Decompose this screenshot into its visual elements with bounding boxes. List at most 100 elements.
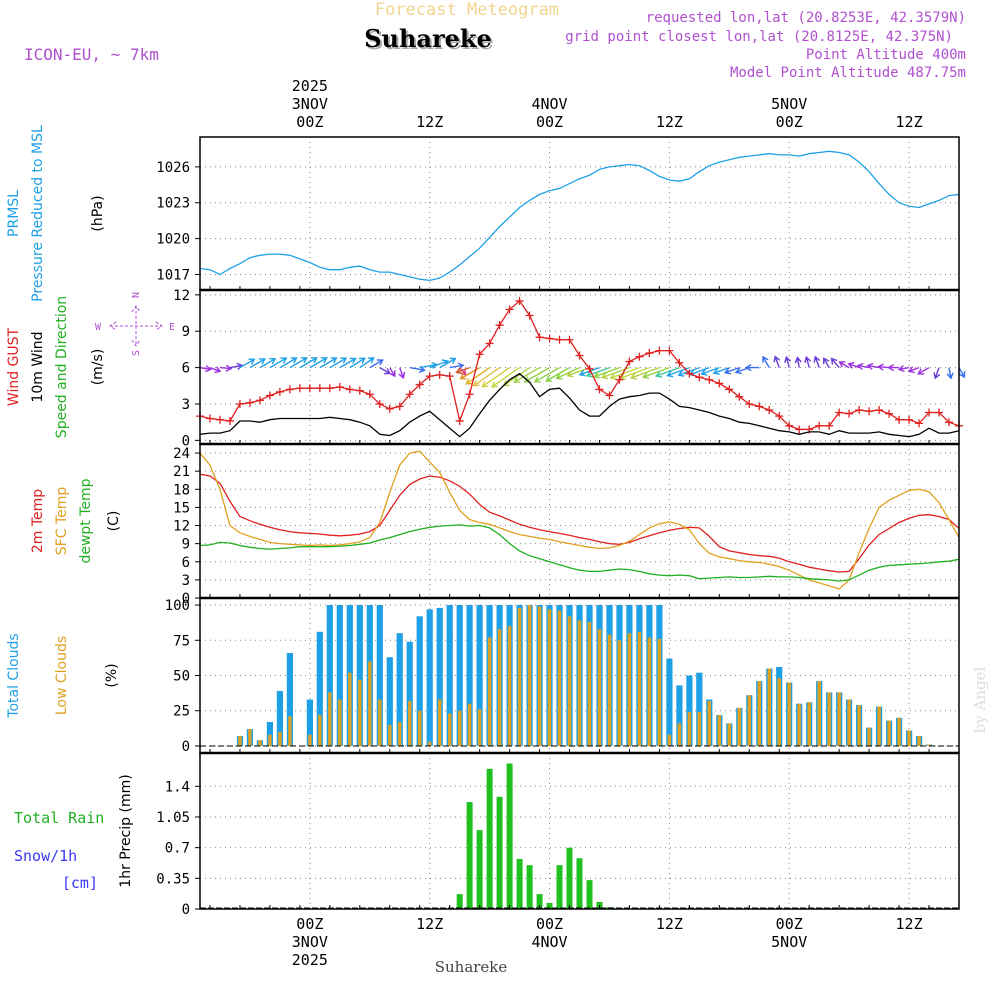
wind-arrow [472, 367, 501, 387]
gust-point [845, 409, 854, 418]
bar [727, 723, 731, 746]
bars-total-rain [456, 763, 613, 909]
wind-arrow [490, 367, 521, 388]
bar [486, 768, 493, 909]
bar [386, 657, 393, 746]
wind-arrow [762, 355, 770, 368]
wind-arrow [555, 366, 580, 380]
y-axis-label: Wind GUST [6, 327, 22, 406]
bar [817, 681, 821, 746]
y-tick-label: 21 [173, 464, 190, 480]
panel-pressure: 1017 1020 1023 1026 PRMSL Pressure Reduced to… [6, 125, 960, 302]
bottom-time-label: 12Z [656, 915, 683, 933]
bar [867, 727, 871, 746]
bar [627, 633, 632, 746]
bar [316, 631, 323, 746]
bar [356, 605, 363, 746]
bar [717, 715, 721, 746]
bar [546, 902, 553, 909]
wind-arrow [856, 362, 870, 370]
wind-arrow [545, 366, 570, 382]
bar [807, 702, 811, 746]
y-tick-label: 6 [182, 361, 190, 377]
wind-arrow [629, 366, 660, 380]
wind-arrow [917, 366, 930, 375]
wind-arrow [533, 366, 560, 383]
gust-point [595, 385, 604, 394]
bar [428, 741, 432, 746]
compass-east: E [169, 322, 175, 333]
bar [707, 700, 711, 746]
y-tick-label: 1026 [156, 160, 190, 176]
bar [438, 699, 442, 746]
wind-arrow [609, 366, 640, 380]
wind-arrow [804, 355, 812, 368]
gust-point [735, 392, 744, 401]
y-axis-label: dewpt Temp [78, 478, 94, 563]
bar [506, 763, 513, 909]
gust-point [605, 391, 614, 400]
y-tick-label: 0.7 [165, 841, 190, 857]
series-line-prmsl [199, 150, 960, 282]
top-time-label: 4NOV [531, 95, 567, 113]
bar [607, 634, 612, 746]
gust-point [215, 415, 224, 424]
y-tick-label: 1020 [156, 232, 190, 248]
bar [458, 710, 462, 746]
grid-coords: grid point closest lon,lat (20.8125E, 42… [565, 29, 953, 45]
wind-arrow [946, 367, 954, 380]
gust-point [665, 346, 674, 355]
bar [248, 729, 252, 746]
bar [398, 722, 402, 746]
gust-point [495, 321, 504, 330]
bar [737, 707, 741, 746]
side-label: Total Rain [14, 809, 104, 827]
panel-clouds: 0 25 50 75 100 Total Clouds Low Clouds (%) [6, 597, 960, 755]
y-axis-label: (%) [104, 663, 120, 687]
gust-point [285, 385, 294, 394]
y-axis-label: Low Clouds [54, 636, 70, 715]
wind-arrow [958, 367, 966, 379]
y-axis-label: 1hr Precip (mm) [118, 774, 134, 887]
forecast-title: Forecast Meteogram [375, 0, 559, 20]
bar [436, 607, 443, 746]
top-time-label: 00Z [536, 113, 563, 131]
gust-point [375, 399, 384, 408]
bar [527, 605, 532, 746]
compass-north: N [131, 292, 142, 298]
bar [358, 679, 362, 746]
panel-wind: 0 3 6 9 12 Wind GUST 10m Wind Speed and Directi… [6, 288, 966, 449]
location-title: Suhareke [364, 24, 492, 53]
wind-arrow [784, 355, 792, 368]
gust-point [725, 385, 734, 394]
gust-point [385, 404, 394, 413]
compass-south: S [131, 350, 142, 356]
wind-arrow [329, 357, 348, 369]
side-label: [cm] [62, 874, 98, 892]
bar [308, 734, 312, 746]
gust-point [945, 418, 954, 427]
bar [258, 740, 262, 746]
bar [368, 661, 372, 746]
y-tick-label: 12 [173, 288, 190, 304]
bar [887, 720, 891, 746]
bar [476, 605, 483, 746]
gust-point [715, 379, 724, 388]
gust-point [235, 399, 244, 408]
gust-point [745, 399, 754, 408]
location-title-shadow: Suhareke [366, 26, 494, 55]
wind-arrow [239, 358, 256, 369]
wind-arrow [830, 357, 840, 369]
y-tick-label: 100 [165, 598, 190, 614]
bar [318, 715, 322, 746]
gust-point [885, 409, 894, 418]
y-tick-label: 15 [173, 500, 190, 516]
bar [907, 730, 911, 746]
series-line-sfc-temp [199, 450, 960, 590]
panel-frame [199, 289, 960, 445]
gust-point [855, 406, 864, 415]
y-axis-label: Total Clouds [6, 633, 22, 718]
bottom-time-label: 2025 [292, 951, 328, 969]
gust-point [295, 384, 304, 393]
y-tick-label: 12 [173, 519, 190, 535]
